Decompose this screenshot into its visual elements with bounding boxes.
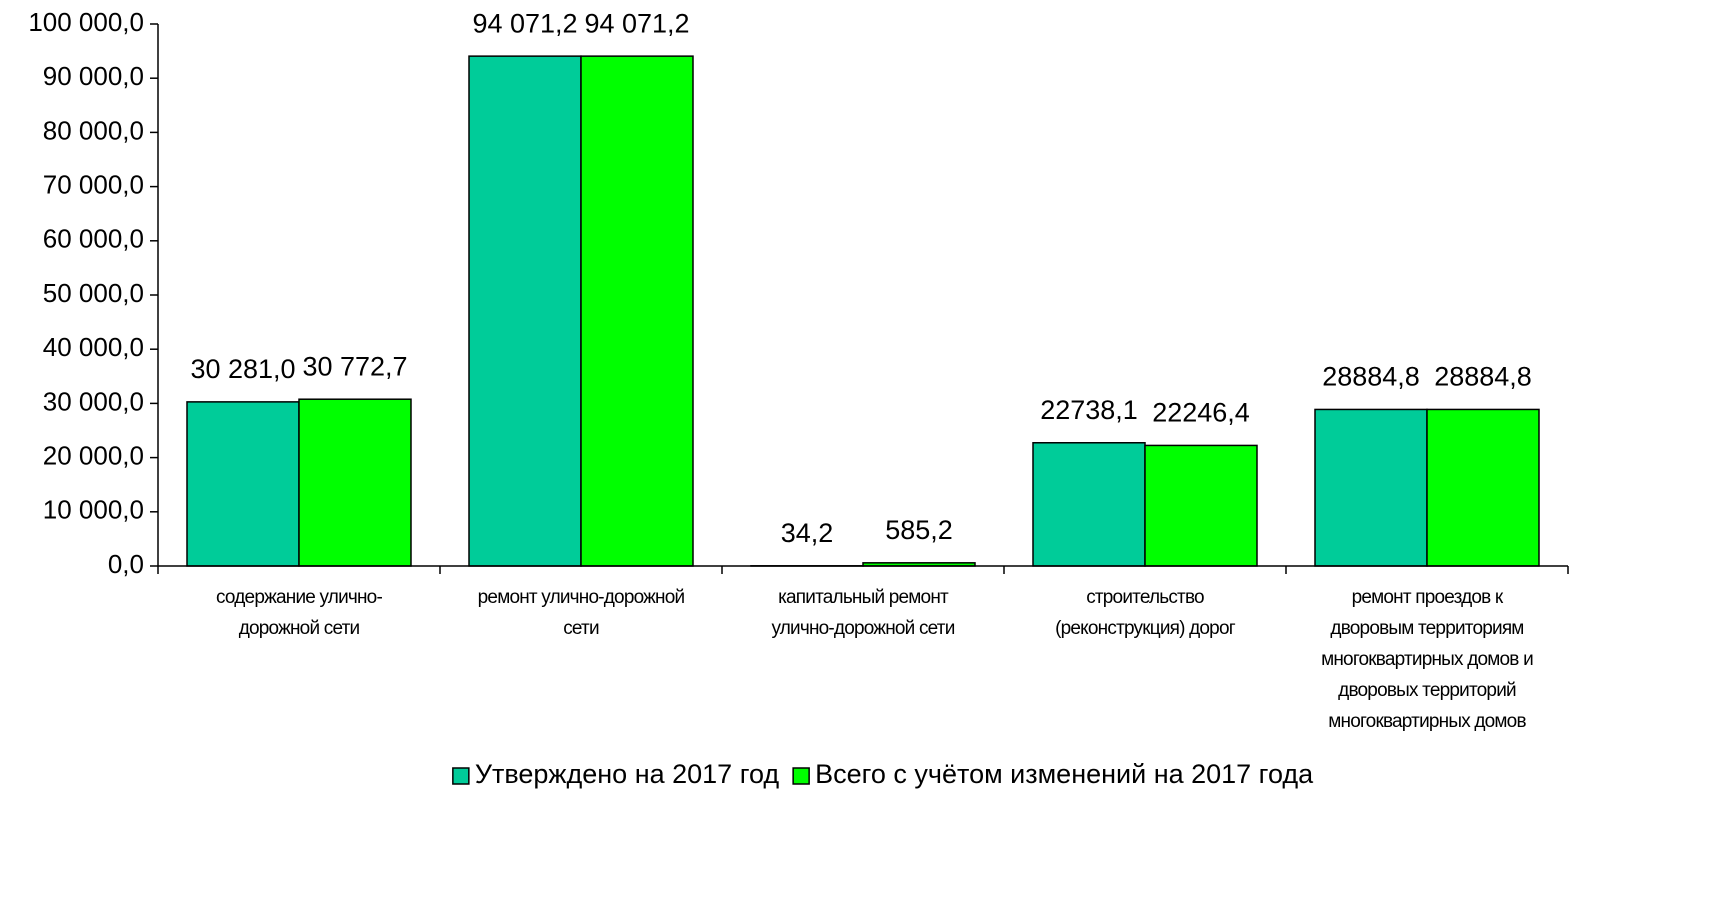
y-tick-label: 90 000,0 <box>43 61 144 91</box>
y-tick-label: 80 000,0 <box>43 115 144 145</box>
bar <box>1144 444 1258 567</box>
y-tick-label: 20 000,0 <box>43 440 144 470</box>
value-label: 30 281,0 <box>190 354 295 384</box>
value-label: 94 071,2 <box>584 8 689 38</box>
y-tick-label: 30 000,0 <box>43 386 144 416</box>
y-tick-label: 50 000,0 <box>43 278 144 308</box>
y-tick-label: 40 000,0 <box>43 332 144 362</box>
x-tick-label: ремонт проездов к дворовым территориям мно… <box>1321 587 1533 732</box>
value-label: 28884,8 <box>1434 362 1532 392</box>
bar <box>580 55 694 567</box>
legend-label: Всего с учётом изменений на 2017 года <box>815 759 1314 789</box>
bar <box>298 398 412 567</box>
y-tick-label: 100 000,0 <box>28 7 144 37</box>
x-tick-label: капитальный ремонт улично-дорожной сети <box>771 587 954 639</box>
bar <box>1032 442 1146 567</box>
value-label: 28884,8 <box>1322 362 1420 392</box>
y-tick-label: 10 000,0 <box>43 495 144 525</box>
x-tick-label: строительство (реконструкция) дорог <box>1055 587 1236 639</box>
x-tick-label: ремонт улично-дорожной сети <box>478 587 685 639</box>
bar <box>1314 408 1428 567</box>
y-tick-label: 60 000,0 <box>43 224 144 254</box>
legend-swatch <box>452 767 470 785</box>
legend-swatch <box>792 767 810 785</box>
value-label: 34,2 <box>781 518 834 548</box>
value-label: 22738,1 <box>1040 395 1138 425</box>
legend-label: Утверждено на 2017 год <box>475 759 780 789</box>
value-label: 22246,4 <box>1152 398 1250 428</box>
y-tick-label: 0,0 <box>108 549 144 579</box>
bar <box>468 55 582 567</box>
x-tick-label: содержание улично-дорожной сети <box>216 587 382 639</box>
value-label: 30 772,7 <box>302 351 407 381</box>
bar <box>186 401 300 567</box>
bar <box>1426 408 1540 567</box>
y-tick-label: 70 000,0 <box>43 169 144 199</box>
value-label: 94 071,2 <box>472 8 577 38</box>
value-label: 585,2 <box>885 515 953 545</box>
